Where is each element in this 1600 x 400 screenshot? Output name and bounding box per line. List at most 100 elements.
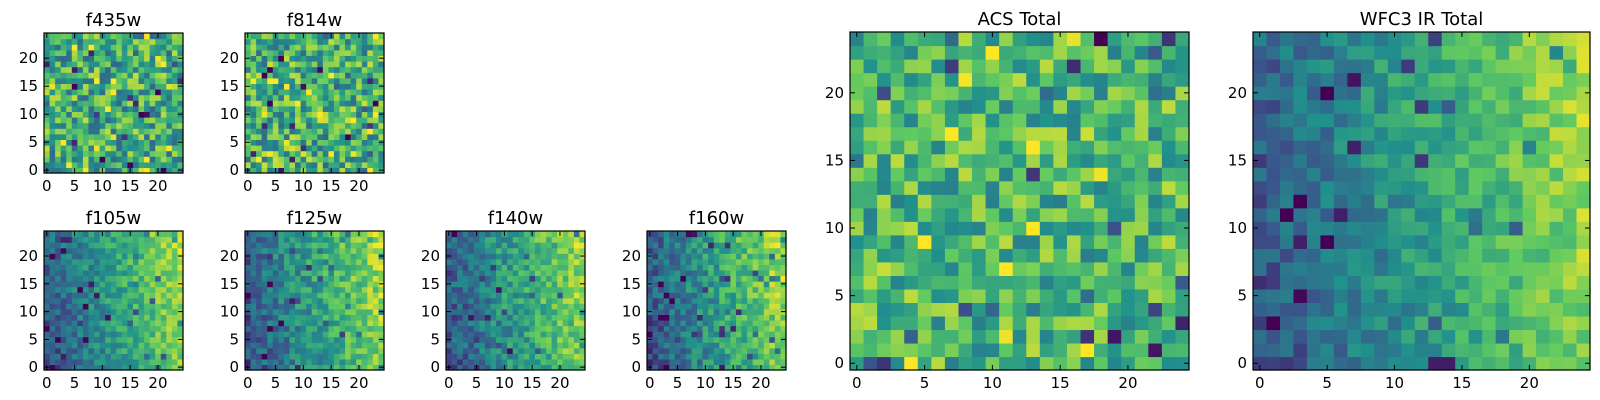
heatmap-cell [944,113,960,128]
heatmap-cell [372,342,380,349]
heatmap-cell [562,264,569,271]
heatmap-cell [680,242,687,249]
heatmap-cell [71,325,78,332]
heatmap-cell [306,38,313,45]
heatmap-cell [1333,288,1348,303]
heatmap-cell [1094,356,1109,371]
heatmap-cell [573,303,581,310]
heatmap-cell [306,286,313,293]
heatmap-cell [267,89,274,96]
heatmap-cell [702,275,709,282]
heatmap-cell [283,303,291,310]
heatmap-cell [350,325,357,332]
heatmap-cell [77,38,84,45]
heatmap-cell [367,38,374,45]
heatmap-cell [763,275,770,282]
heatmap-cell [652,336,659,343]
heatmap-cell [763,281,770,288]
heatmap-cell [1053,234,1068,249]
plot-frame [445,230,586,371]
heatmap-cell [256,292,263,299]
heatmap-cell [473,236,480,243]
heatmap-cell [579,353,586,360]
heatmap-cell [149,66,156,73]
heatmap-cell [322,319,329,327]
heatmap-cell [317,150,324,157]
heatmap-cell [674,314,681,321]
heatmap-cell [261,314,268,321]
heatmap-cell [367,83,374,90]
heatmap-cell [507,303,514,310]
heatmap-cell [283,167,291,174]
heatmap-cell [289,353,296,360]
heatmap-cell [105,100,112,107]
heatmap-cell [88,242,95,249]
y-tick-label: 20 [220,247,239,265]
heatmap-cell [669,314,676,321]
heatmap-cell [306,303,313,310]
heatmap-cell [1509,221,1524,236]
heatmap-cell [44,264,51,271]
heatmap-cell [138,314,145,321]
heatmap-cell [691,342,698,349]
heatmap-cell [339,72,346,79]
heatmap-cell [44,342,51,349]
heatmap-cell [518,247,525,254]
heatmap-cell [1080,113,1095,128]
heatmap-cell [350,292,357,299]
heatmap-cell [333,347,341,354]
heatmap-cell [322,231,329,238]
heatmap-cell [278,49,285,56]
heatmap-cell [49,122,56,129]
heatmap-cell [272,105,279,112]
heatmap-cell [55,83,62,90]
heatmap-cell [685,325,693,332]
heatmap-cell [507,336,514,343]
heatmap-cell [1428,261,1443,276]
heatmap-cell [160,38,167,45]
heatmap-cell [863,261,878,276]
heatmap-cell [708,308,715,315]
heatmap-cell [295,33,302,40]
heatmap-cell [283,38,291,45]
heatmap-cell [99,353,106,360]
heatmap-cell [372,83,380,90]
heatmap-cell [127,275,134,282]
heatmap-cell [713,303,720,310]
heatmap-cell [278,319,285,327]
heatmap-cell [116,303,123,310]
heatmap-cell [708,353,715,360]
heatmap-cell [501,242,508,249]
heatmap-cell [496,347,503,354]
heatmap-cell [1066,275,1082,290]
heatmap-cell [283,94,291,101]
heatmap-cell [171,247,179,254]
heatmap-cell [647,258,654,265]
heatmap-cell [713,258,720,265]
heatmap-cell [669,292,676,299]
heatmap-cell [1053,288,1068,303]
heatmap-cell [322,33,329,40]
heatmap-cell [546,281,553,288]
heatmap-cell [972,153,987,168]
heatmap-cell [144,167,151,174]
heatmap-cell [267,297,274,304]
heatmap-cell [60,89,67,96]
heatmap-cell [1107,329,1122,344]
heatmap-cell [890,32,905,47]
heatmap-cell [468,231,475,238]
heatmap-cell [82,364,90,371]
heatmap-cell [250,286,257,293]
heatmap-cell [958,167,973,182]
heatmap-cell [1347,180,1362,195]
heatmap-cell [261,347,268,354]
heatmap-cell [877,302,892,317]
heatmap-cell [300,319,307,327]
heatmap-cell [1134,315,1149,331]
heatmap-cell [256,242,263,249]
heatmap-cell [278,231,285,238]
heatmap-cell [339,139,346,146]
heatmap-cell [985,59,1000,74]
heatmap-cell [484,292,492,299]
